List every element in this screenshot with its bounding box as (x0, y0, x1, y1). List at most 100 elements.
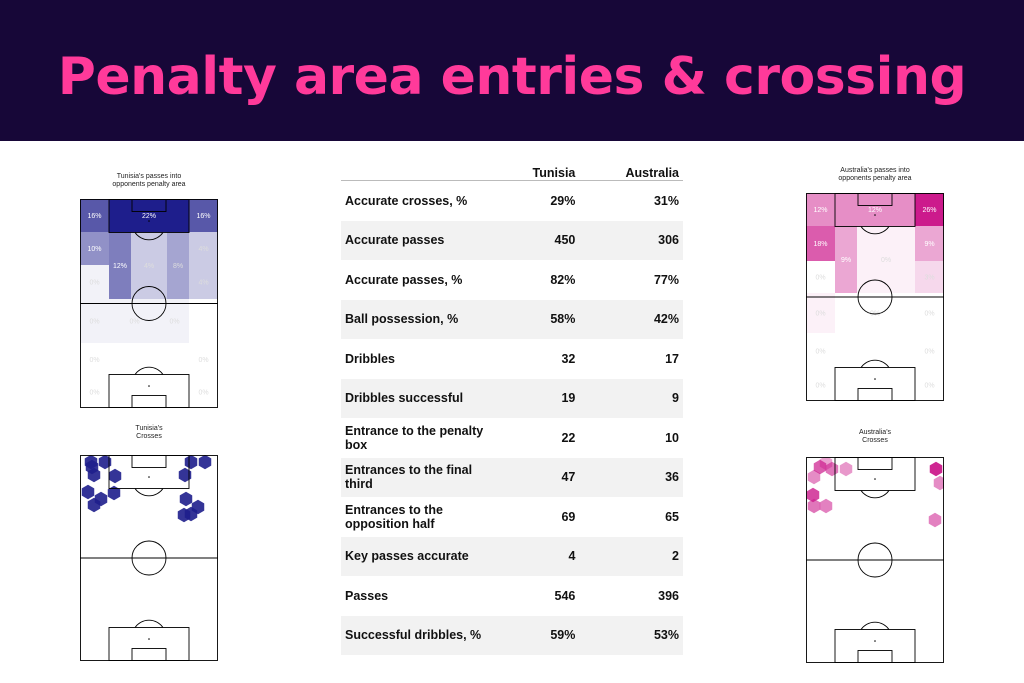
heatmap-label: 0% (924, 349, 934, 356)
table-row: Accurate passes, % 82% 77% (341, 260, 683, 300)
heatmap-label: 3% (924, 275, 934, 282)
top-six-yard-box (857, 457, 893, 470)
cross-hex (107, 485, 121, 501)
heatmap-label: 16% (87, 213, 101, 220)
cross-hex (819, 498, 833, 514)
top-penalty-arc (860, 226, 890, 235)
bottom-penalty-box (834, 367, 916, 401)
cross-hex (98, 455, 112, 470)
heatmap-cell (835, 193, 915, 226)
tunisia-value: 29% (550, 193, 576, 208)
heatmap-label: 26% (922, 207, 936, 214)
row-label: Dribbles successful (341, 378, 495, 418)
heatmap-cell (131, 232, 167, 299)
cross-hex (177, 507, 191, 523)
australia-passes-pitch: 12% 12% 26% 18% 9% 9% 0% 3% 0% 0% 0% 0% 0% 0% 0% 0% (806, 193, 944, 401)
heatmap-label: 12% (813, 207, 827, 214)
centre-circle (857, 542, 893, 578)
heatmap-label: 8% (173, 263, 183, 270)
column-header-label (341, 160, 495, 181)
centre-circle (131, 286, 167, 321)
australia-value: 42% (579, 299, 683, 339)
heatmap-label: 10% (87, 246, 101, 253)
heatmap-label: 0% (198, 390, 208, 397)
top-penalty-arc (860, 490, 890, 499)
heatmap-cell (80, 199, 109, 232)
cross-hex (85, 459, 99, 475)
heatmap-cell (806, 261, 835, 293)
heatmap-cell (915, 369, 944, 401)
tunisia-value: 47 (495, 457, 580, 497)
column-header-australia: Australia (579, 160, 683, 181)
tunisia-value: 58% (495, 299, 580, 339)
bottom-penalty-box (108, 627, 190, 661)
australia-value: 10 (665, 430, 679, 445)
cross-hex (807, 469, 821, 485)
heatmap-label: 0% (129, 319, 139, 326)
column-header-tunisia: Tunisia (495, 160, 580, 181)
bottom-penalty-box (108, 374, 190, 408)
table-row: Entrances to the opposition half 69 65 (341, 497, 683, 537)
heatmap-cell (80, 232, 109, 265)
top-penalty-spot (148, 476, 150, 478)
top-six-yard-box (131, 199, 167, 212)
heatmap-label: 0% (89, 390, 99, 397)
heatmap-label: 4% (198, 280, 208, 287)
table-row: Dribbles 32 17 (341, 339, 683, 379)
heatmap-cell (80, 343, 109, 376)
tunisia-value: 32 (561, 351, 576, 366)
tunisia-value: 22 (561, 430, 576, 445)
bottom-six-yard-box (857, 650, 893, 663)
heatmap-label: 9% (924, 241, 934, 248)
row-label: Entrance to the penalty box (345, 423, 484, 452)
top-six-yard-box (857, 193, 893, 206)
tunisia-passes-title: Tunisia's passes into opponents penalty … (112, 173, 186, 188)
heatmap-label: 0% (881, 257, 891, 264)
australia-value: 36 (579, 457, 683, 497)
heatmap-label: 22% (142, 213, 156, 220)
heatmap-label: 0% (815, 275, 825, 282)
heatmap-cell (189, 265, 218, 299)
table-row: Accurate crosses, % 29% 31% (341, 181, 683, 221)
heatmap-cell (915, 226, 944, 261)
cross-hex (87, 497, 101, 513)
bottom-penalty-arc (134, 619, 164, 628)
heatmap-label: 18% (813, 241, 827, 248)
australia-value: 77% (653, 272, 679, 287)
cross-hex (184, 455, 198, 470)
table-row: Ball possession, % 58% 42% (341, 299, 683, 339)
heatmap-label: 4% (198, 246, 208, 253)
tunisia-passes-pitch: 16% 22% 16% 10% 12% 4% 8% 4% 0% 4% 0% 0% 0% 0% 0% 0% 0% (80, 199, 218, 408)
tunisia-value: 59% (495, 615, 580, 655)
heatmap-cell (189, 376, 218, 408)
australia-value: 9 (579, 378, 683, 418)
row-label: Accurate crosses, % (345, 193, 468, 208)
cross-hex (928, 512, 942, 528)
heatmap-cell (167, 232, 189, 299)
centre-circle (857, 279, 893, 315)
row-label: Accurate passes (341, 220, 495, 260)
heatmap-cell (189, 199, 218, 232)
heatmap-label: 9% (841, 257, 851, 264)
bottom-penalty-spot (148, 385, 150, 387)
heatmap-label: 0% (815, 349, 825, 356)
heatmap-label: 0% (89, 280, 99, 287)
heatmap-label: 4% (144, 263, 154, 270)
stats-table: Tunisia Australia Accurate crosses, % 29%… (341, 160, 683, 655)
row-label: Entrances to the final third (341, 457, 495, 497)
top-penalty-arc (134, 488, 164, 497)
heatmap-label: 12% (868, 207, 882, 214)
table-row: Passes 546 396 (341, 576, 683, 616)
cross-hex (813, 459, 827, 475)
bottom-penalty-arc (860, 621, 890, 630)
heatmap-cell (160, 299, 189, 343)
heatmap-cell (915, 333, 944, 369)
bottom-six-yard-box (131, 395, 167, 408)
heatmap-label: 0% (815, 311, 825, 318)
heatmap-cell (915, 293, 944, 333)
australia-value: 2 (579, 536, 683, 576)
heatmap-cell (109, 199, 189, 232)
heatmap-label: 0% (89, 319, 99, 326)
heatmap-label: 0% (924, 383, 934, 390)
table-row: Successful dribbles, % 59% 53% (341, 615, 683, 655)
